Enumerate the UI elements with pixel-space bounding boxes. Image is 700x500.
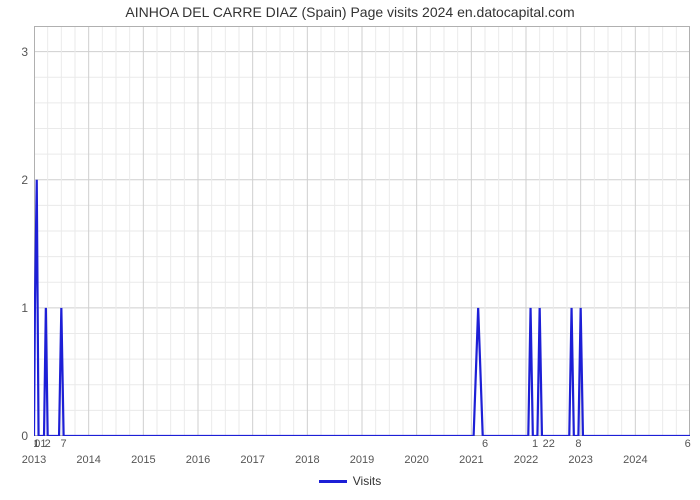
legend: Visits — [0, 474, 700, 488]
y-tick-label: 0 — [0, 429, 28, 443]
x-value-label: 2 — [45, 438, 51, 450]
x-value-label: 7 — [61, 438, 67, 450]
x-year-label: 2024 — [623, 454, 647, 466]
chart-container: AINHOA DEL CARRE DIAZ (Spain) Page visit… — [0, 0, 700, 500]
y-tick-label: 2 — [0, 173, 28, 187]
x-year-label: 2022 — [514, 454, 538, 466]
legend-swatch — [319, 480, 347, 483]
legend-label: Visits — [353, 474, 381, 488]
chart-svg — [34, 26, 690, 436]
x-value-label: 6 — [482, 438, 488, 450]
x-year-label: 2019 — [350, 454, 374, 466]
y-tick-label: 1 — [0, 301, 28, 315]
x-year-label: 2021 — [459, 454, 483, 466]
x-value-label: 6 — [685, 438, 691, 450]
x-year-label: 2023 — [568, 454, 592, 466]
x-year-label: 2017 — [240, 454, 264, 466]
x-year-label: 2015 — [131, 454, 155, 466]
plot-area — [34, 26, 690, 436]
x-value-label: 1 — [532, 438, 538, 450]
x-year-label: 2013 — [22, 454, 46, 466]
x-year-label: 2020 — [404, 454, 428, 466]
x-value-label: 8 — [575, 438, 581, 450]
x-year-label: 2014 — [76, 454, 100, 466]
x-value-label: 22 — [543, 438, 555, 450]
x-year-label: 2018 — [295, 454, 319, 466]
x-year-label: 2016 — [186, 454, 210, 466]
chart-title: AINHOA DEL CARRE DIAZ (Spain) Page visit… — [0, 4, 700, 20]
y-tick-label: 3 — [0, 45, 28, 59]
